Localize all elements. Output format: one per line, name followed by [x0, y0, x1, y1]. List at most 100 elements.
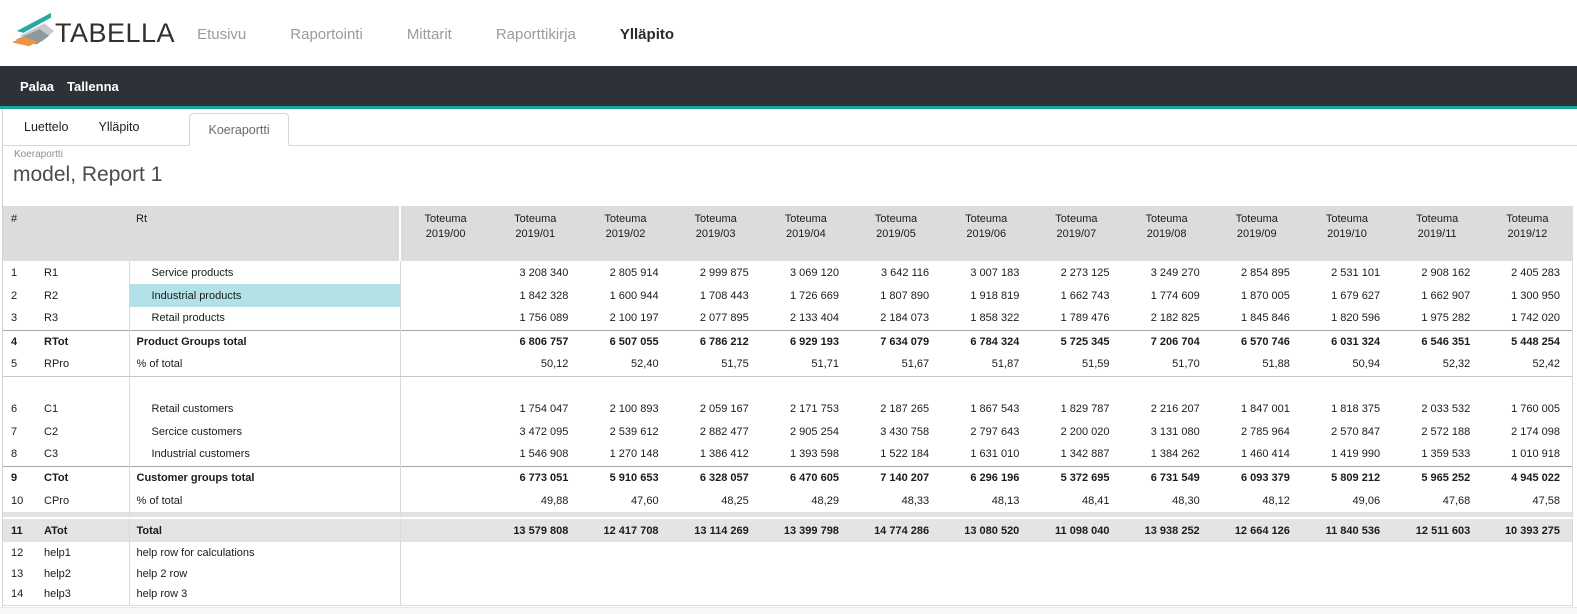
value-cell[interactable]: 2 539 612: [580, 420, 671, 443]
value-cell[interactable]: [1121, 563, 1212, 584]
value-cell[interactable]: 13 114 269: [670, 518, 761, 542]
value-cell[interactable]: [400, 465, 491, 489]
value-cell[interactable]: 51,71: [760, 353, 851, 377]
value-cell[interactable]: 51,88: [1211, 353, 1302, 377]
value-cell[interactable]: 1 631 010: [941, 443, 1032, 466]
value-cell[interactable]: 3 430 758: [850, 420, 942, 443]
value-cell[interactable]: 2 854 895: [1211, 261, 1302, 284]
value-cell[interactable]: 13 579 808: [490, 518, 581, 542]
row-code-cell[interactable]: CTot: [39, 465, 129, 489]
value-cell[interactable]: [400, 329, 491, 353]
value-cell[interactable]: 2 100 893: [580, 397, 671, 420]
row-name-cell[interactable]: Retail products: [128, 307, 401, 330]
value-cell[interactable]: [400, 284, 491, 307]
value-cell[interactable]: [1031, 584, 1122, 606]
row-code-cell[interactable]: help2: [39, 563, 129, 584]
value-cell[interactable]: [400, 518, 491, 542]
value-cell[interactable]: 3 131 080: [1121, 420, 1212, 443]
row-name-cell[interactable]: Retail customers: [128, 397, 401, 420]
value-cell[interactable]: 1 726 669: [760, 284, 851, 307]
row-code-cell[interactable]: C2: [39, 420, 129, 443]
value-cell[interactable]: 51,59: [1031, 353, 1122, 377]
value-cell[interactable]: 6 731 549: [1121, 465, 1212, 489]
value-cell[interactable]: 1 419 990: [1301, 443, 1393, 466]
value-cell[interactable]: 51,87: [941, 353, 1032, 377]
value-cell[interactable]: 50,12: [490, 353, 581, 377]
row-code-cell[interactable]: help1: [39, 542, 129, 563]
value-cell[interactable]: 6 929 193: [760, 329, 851, 353]
value-cell[interactable]: 1 742 020: [1482, 307, 1574, 330]
row-code-cell[interactable]: ATot: [39, 518, 129, 542]
value-cell[interactable]: 47,58: [1482, 489, 1574, 512]
value-cell[interactable]: [400, 563, 491, 584]
nav-item-etusivu[interactable]: Etusivu: [197, 25, 247, 43]
value-cell[interactable]: [850, 542, 942, 563]
value-cell[interactable]: 52,42: [1482, 353, 1574, 377]
value-cell[interactable]: 3 007 183: [941, 261, 1032, 284]
value-cell[interactable]: [1482, 584, 1574, 606]
value-cell[interactable]: 3 249 270: [1121, 261, 1212, 284]
value-cell[interactable]: 1 708 443: [670, 284, 761, 307]
value-cell[interactable]: 2 882 477: [670, 420, 761, 443]
row-name-cell[interactable]: help row 3: [128, 584, 401, 606]
value-cell[interactable]: 51,67: [850, 353, 942, 377]
value-cell[interactable]: [1301, 542, 1393, 563]
value-cell[interactable]: 1 858 322: [941, 307, 1032, 330]
value-cell[interactable]: [941, 542, 1032, 563]
row-code-cell[interactable]: R3: [39, 307, 129, 330]
value-cell[interactable]: 2 216 207: [1121, 397, 1212, 420]
value-cell[interactable]: 2 077 895: [670, 307, 761, 330]
value-cell[interactable]: [1392, 563, 1483, 584]
value-cell[interactable]: 2 908 162: [1392, 261, 1483, 284]
row-code-cell[interactable]: C3: [39, 443, 129, 466]
row-code-cell[interactable]: R1: [39, 261, 129, 284]
value-cell[interactable]: 6 806 757: [490, 329, 581, 353]
value-cell[interactable]: [1482, 542, 1574, 563]
tab-yllapito[interactable]: Ylläpito: [98, 120, 140, 134]
value-cell[interactable]: 12 511 603: [1392, 518, 1483, 542]
value-cell[interactable]: 6 784 324: [941, 329, 1032, 353]
value-cell[interactable]: [580, 563, 671, 584]
value-cell[interactable]: 1 842 328: [490, 284, 581, 307]
value-cell[interactable]: [580, 542, 671, 563]
value-cell[interactable]: [1031, 563, 1122, 584]
nav-item-raporttikirja[interactable]: Raporttikirja: [495, 25, 576, 43]
value-cell[interactable]: 6 507 055: [580, 329, 671, 353]
value-cell[interactable]: 1 010 918: [1482, 443, 1574, 466]
value-cell[interactable]: [1301, 584, 1393, 606]
value-cell[interactable]: [400, 353, 491, 377]
value-cell[interactable]: 48,12: [1211, 489, 1302, 512]
value-cell[interactable]: 7 140 207: [850, 465, 942, 489]
value-cell[interactable]: 1 679 627: [1301, 284, 1393, 307]
value-cell[interactable]: 2 905 254: [760, 420, 851, 443]
value-cell[interactable]: [941, 563, 1032, 584]
value-cell[interactable]: 2 797 643: [941, 420, 1032, 443]
value-cell[interactable]: 49,88: [490, 489, 581, 512]
value-cell[interactable]: 3 208 340: [490, 261, 581, 284]
value-cell[interactable]: 2 059 167: [670, 397, 761, 420]
value-cell[interactable]: [400, 584, 491, 606]
value-cell[interactable]: 5 809 212: [1301, 465, 1393, 489]
value-cell[interactable]: 1 870 005: [1211, 284, 1302, 307]
row-name-cell[interactable]: Customer groups total: [128, 465, 401, 489]
row-code-cell[interactable]: RTot: [39, 329, 129, 353]
value-cell[interactable]: 2 033 532: [1392, 397, 1483, 420]
value-cell[interactable]: 12 664 126: [1211, 518, 1302, 542]
value-cell[interactable]: 1 829 787: [1031, 397, 1122, 420]
value-cell[interactable]: 51,70: [1121, 353, 1212, 377]
value-cell[interactable]: 2 184 073: [850, 307, 942, 330]
value-cell[interactable]: 48,13: [941, 489, 1032, 512]
value-cell[interactable]: 6 773 051: [490, 465, 581, 489]
value-cell[interactable]: 1 845 846: [1211, 307, 1302, 330]
value-cell[interactable]: 1 760 005: [1482, 397, 1574, 420]
value-cell[interactable]: [400, 397, 491, 420]
value-cell[interactable]: 3 642 116: [850, 261, 942, 284]
value-cell[interactable]: 6 546 351: [1392, 329, 1483, 353]
row-name-cell[interactable]: help row for calculations: [128, 542, 401, 563]
value-cell[interactable]: [490, 542, 581, 563]
value-cell[interactable]: 47,68: [1392, 489, 1483, 512]
value-cell[interactable]: 1 918 819: [941, 284, 1032, 307]
value-cell[interactable]: 1 789 476: [1031, 307, 1122, 330]
value-cell[interactable]: 1 807 890: [850, 284, 942, 307]
value-cell[interactable]: 48,33: [850, 489, 942, 512]
